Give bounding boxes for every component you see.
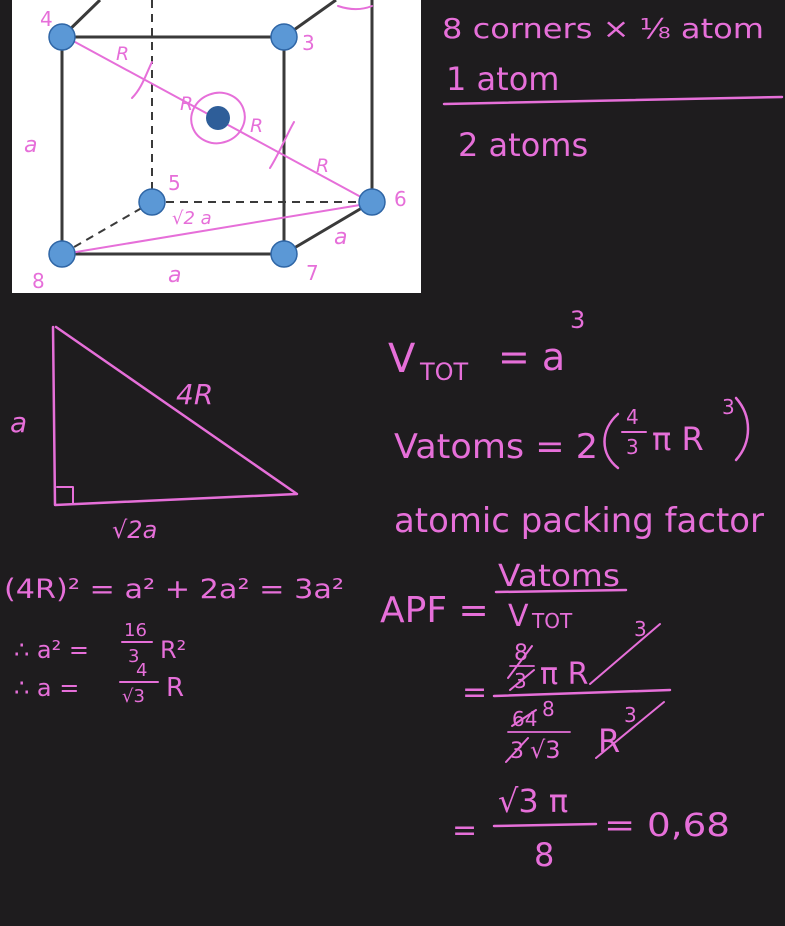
bcc-cube-diagram: R R R R 4 3 5 6 7 8 a a a √2 a: [12, 0, 421, 293]
apf-step1-num-rest: π R: [540, 657, 588, 692]
vtot-rhs: = a: [498, 335, 565, 379]
radius-tick-1: [131, 61, 153, 99]
vtot-exponent: 3: [570, 306, 585, 334]
corner-label-6: 6: [394, 187, 407, 211]
apf-step1-den-r-strike: [595, 701, 665, 759]
right-angle-mark: [56, 486, 74, 505]
apf-step1-den-a-strike: [511, 709, 537, 727]
corner-label-8: 8: [32, 269, 45, 293]
apf-frac-num: Vatoms: [498, 559, 620, 594]
apf-step1-num-exp: 3: [634, 617, 647, 641]
atom-count-block: 8 corners × ⅛ atom 1 atom 2 atoms: [442, 12, 784, 164]
atom-corner-6: [358, 188, 386, 216]
cube-edge-label-right: a: [334, 225, 347, 250]
vatoms-frac-num: 4: [626, 405, 639, 429]
atom-count-line-1: 8 corners × ⅛ atom: [442, 12, 764, 45]
vatoms-exponent: 3: [722, 395, 735, 419]
right-triangle-sketch: 4R a √2a: [10, 325, 299, 544]
atom-corner-4: [48, 23, 76, 51]
cube-front-face: [60, 35, 286, 256]
vtot-subscript: TOT: [419, 358, 469, 386]
apf-step2-equals: =: [452, 813, 477, 848]
corner-arc-mark: [337, 5, 373, 10]
radius-label-3: R: [250, 115, 263, 137]
vatoms-frac-den: 3: [626, 435, 639, 459]
apf-step1-den-exp: 3: [624, 703, 637, 727]
apf-heading: atomic packing factor: [394, 501, 764, 541]
atom-count-line-2: 1 atom: [446, 60, 559, 98]
vatoms-paren-right: [734, 396, 750, 462]
radius-tick-2: [269, 121, 295, 169]
vatoms-paren-left: [603, 412, 620, 470]
derivation-line-3-num: 4: [136, 660, 147, 681]
cube-edge-label-left: a: [24, 133, 37, 158]
apf-block: atomic packing factor APF = Vatoms V TOT…: [380, 501, 764, 874]
cube-edge-bottom-right: [283, 200, 373, 256]
triangle-vertical-label: a: [10, 406, 27, 439]
apf-step1-den-b-strike: [505, 737, 529, 763]
vatoms-lhs: Vatoms = 2: [394, 427, 598, 467]
corner-label-3: 3: [302, 31, 315, 55]
triangle-outline: [51, 325, 299, 507]
apf-step1-den-a-new: 8: [542, 697, 555, 721]
apf-frac-den: V: [508, 599, 529, 634]
volume-block: V TOT = a 3 Vatoms = 2 4 3 π R 3: [388, 306, 750, 470]
triangle-hypotenuse-label: 4R: [176, 378, 213, 411]
atom-corner-7: [270, 240, 298, 268]
atom-corner-3: [270, 23, 298, 51]
vatoms-rest: π R: [652, 420, 704, 458]
apf-step2-bar: [492, 822, 598, 828]
cube-edge-label-bottom: a: [168, 263, 181, 288]
face-diagonal-line: [63, 202, 373, 255]
apf-frac-den-sub: TOT: [531, 609, 573, 633]
apf-step1-num-a: 8: [514, 641, 528, 666]
apf-step1-den-b: 3: [510, 739, 524, 764]
derivation-line-2-num: 16: [124, 620, 147, 641]
cube-hidden-edge-depth: [61, 201, 153, 255]
face-diagonal-label: √2 a: [172, 208, 212, 229]
derivation-line-1: (4R)² = a² + 2a² = 3a²: [4, 574, 344, 605]
atom-body-center: [206, 106, 230, 130]
derivation-line-3-lead: ∴ a =: [14, 674, 79, 702]
apf-step1-num-strikes: [507, 645, 535, 691]
triangle-base-label: √2a: [112, 516, 157, 544]
atom-count-divider: [442, 95, 784, 106]
apf-step1-den-c: √3: [530, 736, 561, 764]
apf-step1-main-bar: [492, 688, 672, 698]
radius-label-4: R: [316, 155, 329, 177]
apf-result: = 0,68: [604, 806, 730, 844]
derivation-line-3-den: √3: [122, 686, 145, 707]
apf-step2-num: √3 π: [498, 782, 568, 820]
corner-label-7: 7: [306, 261, 319, 285]
apf-frac-bar: [494, 588, 628, 594]
corner-label-5: 5: [168, 171, 181, 195]
radius-label-1: R: [116, 43, 129, 65]
corner-label-4: 4: [40, 7, 53, 31]
center-atom-circle-mark: [190, 91, 246, 145]
apf-step1-equals: =: [462, 675, 487, 710]
derivation-block: (4R)² = a² + 2a² = 3a² ∴ a² = 16 3 R² ∴ …: [4, 574, 344, 707]
atom-count-result: 2 atoms: [458, 126, 588, 164]
radius-label-2: R: [180, 93, 193, 115]
derivation-line-2-tail: R²: [160, 636, 186, 664]
derivation-line-2-den: 3: [128, 646, 139, 667]
apf-step1-num-r-strike: [589, 623, 661, 685]
derivation-line-3-tail: R: [166, 673, 184, 703]
derivation-line-2-lead: ∴ a² =: [14, 636, 89, 664]
apf-step2-den: 8: [534, 836, 554, 874]
atom-corner-5: [138, 188, 166, 216]
atom-corner-8: [48, 240, 76, 268]
apf-label: APF =: [380, 590, 489, 631]
vtot-symbol: V: [388, 336, 416, 382]
